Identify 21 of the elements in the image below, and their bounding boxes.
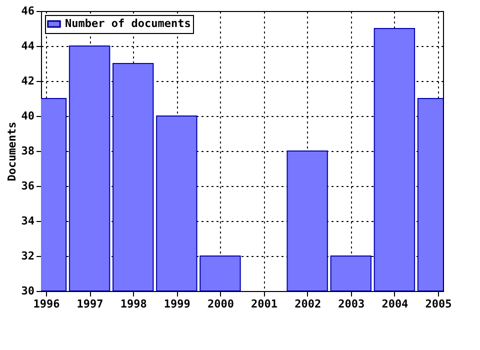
y-axis-title: Documents — [5, 122, 18, 182]
x-tick-label: 2002 — [294, 298, 322, 310]
y-tick-label: 34 — [21, 214, 35, 228]
y-tick-label: 44 — [21, 40, 35, 52]
y-tick-label: 36 — [21, 180, 35, 192]
x-tick-label: 1999 — [164, 298, 190, 310]
x-tick-label: 1998 — [120, 298, 147, 310]
x-tick-label: 2004 — [382, 298, 409, 310]
y-tick-label: 30 — [21, 284, 34, 298]
x-tick-label: 2005 — [425, 298, 452, 310]
x-tick-label: 2003 — [338, 298, 365, 310]
y-tick-label: 38 — [21, 144, 34, 158]
x-tick-label: 1997 — [76, 298, 104, 310]
y-tick-label: 42 — [21, 74, 34, 88]
y-tick-label: 32 — [21, 250, 34, 262]
x-tick-label: 2001 — [251, 298, 278, 310]
legend-label: Number of documents — [65, 17, 191, 30]
x-tick-label: 1996 — [33, 298, 60, 310]
y-tick-label: 46 — [21, 4, 35, 18]
x-tick-label: 2000 — [207, 298, 234, 310]
y-tick-label: 40 — [21, 110, 34, 122]
